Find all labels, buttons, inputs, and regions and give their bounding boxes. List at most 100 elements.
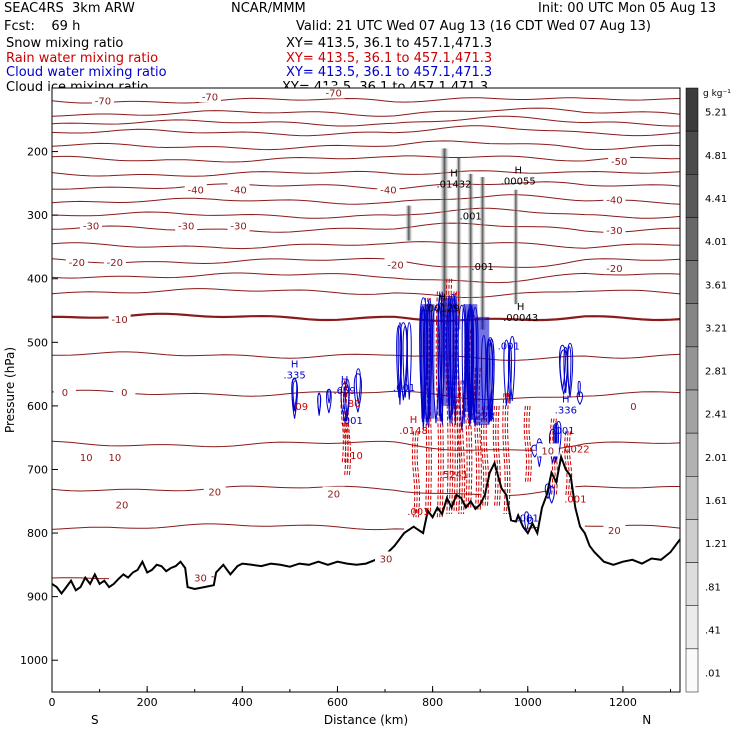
init-label: Init: 00 UTC Mon 05 Aug 13	[538, 1, 717, 16]
isotherm-label: -40	[230, 186, 246, 197]
maximum-value: .00043	[503, 313, 538, 324]
colorbar-cell	[685, 648, 699, 693]
cloud-water-contour	[544, 483, 552, 499]
isotherm-label-bg	[322, 486, 345, 500]
isotherm-30	[584, 524, 681, 529]
snow-column	[466, 173, 475, 317]
colorbar-cell	[685, 605, 699, 650]
south-label: S	[91, 713, 99, 727]
isotherm-label: -20	[606, 264, 622, 275]
snow-column	[478, 177, 487, 330]
colorbar-label: 2.41	[705, 410, 727, 421]
rain-contour	[411, 431, 416, 518]
field-name-cloud-water: Cloud water mixing ratio	[6, 65, 167, 80]
maximum-value: .5241	[440, 470, 469, 481]
isotherm--50	[51, 170, 681, 177]
snow-column	[455, 157, 463, 330]
colorbar-cell	[685, 432, 699, 477]
colorbar-label: .41	[705, 625, 721, 636]
colorbar-label: .81	[705, 582, 721, 593]
rain-contour	[495, 405, 499, 508]
isotherm--40	[51, 194, 681, 205]
y-tick-label: 200	[27, 146, 48, 159]
maximum-value: .001	[341, 416, 363, 427]
cloud-water-contour	[397, 322, 403, 405]
x-tick-label: 1000	[514, 696, 542, 709]
snow-column	[512, 189, 520, 305]
colorbar-cell	[685, 346, 699, 391]
isotherm-label: -30	[178, 221, 194, 232]
cloud-water-contour	[437, 293, 443, 422]
rain-contour	[416, 431, 420, 518]
isotherm-label-bg	[75, 449, 98, 463]
colorbar-label: 4.01	[705, 237, 727, 248]
isotherm--40	[51, 181, 681, 190]
isotherm-label: -70	[95, 97, 111, 108]
isotherm-label-bg	[322, 85, 345, 99]
cloud-water-contour	[555, 421, 562, 456]
y-tick-label: 700	[27, 463, 48, 476]
cloud-water-core	[421, 304, 435, 419]
isotherm-label: 20	[208, 488, 221, 499]
isotherm-label: -40	[606, 195, 622, 206]
isotherm--30	[51, 222, 680, 233]
isotherm--10	[51, 288, 681, 299]
cloud-water-contour	[503, 339, 510, 406]
isotherm-label-bg	[203, 484, 226, 498]
maximum-value: .659	[333, 386, 355, 397]
maximum-value: 09	[295, 402, 308, 413]
colorbar-cell	[685, 519, 699, 563]
isotherm-label-bg	[113, 384, 136, 398]
isotherm-label: 30	[380, 554, 393, 565]
plot-frame	[51, 87, 681, 693]
isotherm-label: -10	[111, 315, 127, 326]
isotherm-label: 20	[327, 490, 340, 501]
colorbar-label: 1.21	[705, 539, 727, 550]
snow-column	[439, 148, 450, 317]
isotherm-label-bg	[80, 218, 103, 232]
isotherm--60	[51, 125, 681, 137]
cloud-water-contour	[344, 378, 350, 416]
maximum-marker: H	[517, 302, 525, 313]
colorbar-cell	[685, 562, 699, 606]
y-tick-label: 1000	[20, 654, 48, 667]
field-xy-rain: XY= 413.5, 36.1 to 457.1,471.3	[286, 51, 493, 66]
maximum-value: .001	[407, 507, 429, 518]
isotherm--30	[51, 207, 681, 219]
field-xy-cloud-water: XY= 413.5, 36.1 to 457.1,471.3	[286, 65, 493, 80]
x-tick-label: 400	[232, 696, 253, 709]
isotherm-label-bg	[603, 522, 626, 536]
isotherm-label: -30	[606, 226, 622, 237]
cloud-water-core	[475, 316, 490, 425]
colorbar-label: 1.61	[705, 496, 727, 507]
cloud-water-contour	[353, 373, 362, 413]
isotherm-label: 0	[630, 402, 636, 413]
maximum-value: .001	[460, 211, 482, 222]
cloud-water-contour	[489, 338, 495, 422]
maximum-marker: H	[450, 169, 458, 180]
isotherm-label-bg	[622, 398, 645, 412]
isotherm-10	[51, 351, 681, 361]
x-axis-title: Distance (km)	[324, 713, 408, 727]
x-tick-label: 800	[422, 696, 443, 709]
rain-contour	[526, 405, 530, 483]
isotherm--60	[51, 140, 681, 151]
org-label: NCAR/MMM	[231, 1, 306, 16]
colorbar-label: 2.01	[705, 453, 727, 464]
isotherm-label: -70	[202, 92, 218, 103]
maximum-marker: H	[410, 415, 418, 426]
y-tick-label: 500	[27, 336, 48, 349]
x-tick-label: 0	[49, 696, 56, 709]
maximum-value: .0148	[399, 426, 428, 437]
fcst-label: Fcst: 69 h	[4, 19, 81, 34]
maximum-value: .001	[393, 383, 415, 394]
maximum-value: .335	[284, 370, 306, 381]
maximum-value: .01432	[437, 180, 472, 191]
maximum-value: .1223	[466, 412, 495, 423]
colorbar-cell	[685, 217, 699, 261]
colorbar-label: 4.81	[705, 151, 727, 162]
isotherm-label-bg	[384, 257, 407, 271]
field-xy-snow: XY= 413.5, 36.1 to 457.1,471.3	[286, 36, 493, 51]
cloud-water-contour	[526, 517, 534, 525]
rain-contour	[457, 380, 461, 515]
